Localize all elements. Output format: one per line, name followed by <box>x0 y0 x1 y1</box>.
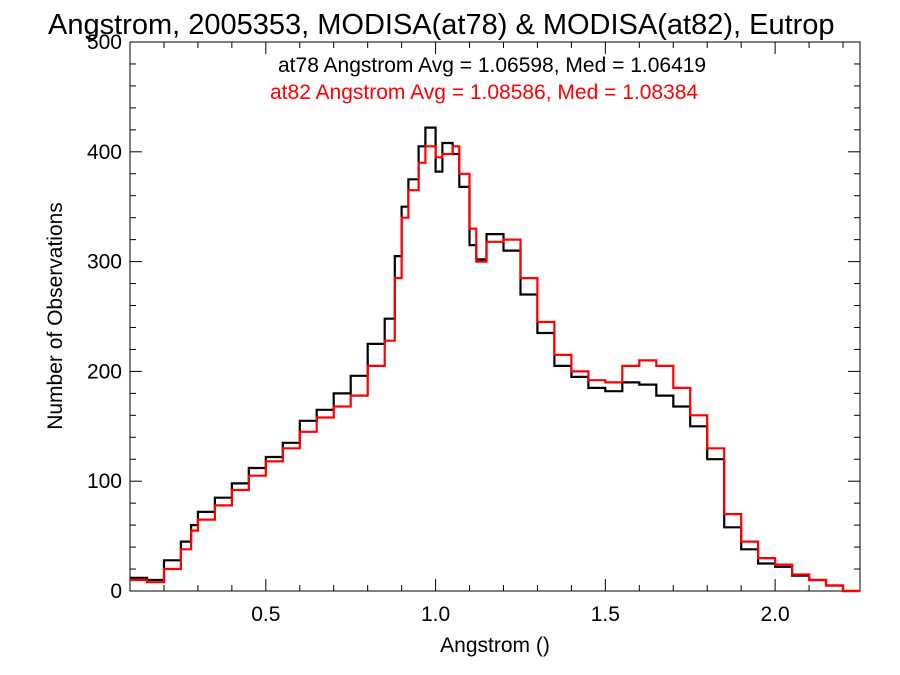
series-at78-line <box>130 126 860 593</box>
legend-at78: at78 Angstrom Avg = 1.06598, Med = 1.064… <box>278 54 706 77</box>
x-tick-label: 1.0 <box>421 603 450 626</box>
legend-at82: at82 Angstrom Avg = 1.08586, Med = 1.083… <box>270 81 698 104</box>
y-tick-label: 500 <box>87 31 122 54</box>
y-tick-label: 200 <box>87 360 122 383</box>
chart-title: Angstrom, 2005353, MODISA(at78) & MODISA… <box>48 9 835 41</box>
x-tick-label: 0.5 <box>251 603 280 626</box>
x-axis-label: Angstrom () <box>440 634 550 657</box>
y-tick-label: 100 <box>87 470 122 493</box>
y-tick-label: 300 <box>87 251 122 274</box>
y-axis-label: Number of Observations <box>44 202 67 430</box>
y-tick-label: 0 <box>110 580 122 603</box>
y-tick-label: 400 <box>87 141 122 164</box>
x-tick-label: 2.0 <box>761 603 790 626</box>
plot-frame <box>129 41 861 592</box>
series-at82-line <box>130 145 860 593</box>
x-axis-ticks: 0.5 1.0 1.5 2.0 <box>163 42 844 626</box>
x-tick-label: 1.5 <box>591 603 620 626</box>
plot-border <box>129 41 861 592</box>
series-layer <box>130 126 860 593</box>
y-axis-ticks: 0 100 200 300 400 500 <box>87 31 860 603</box>
